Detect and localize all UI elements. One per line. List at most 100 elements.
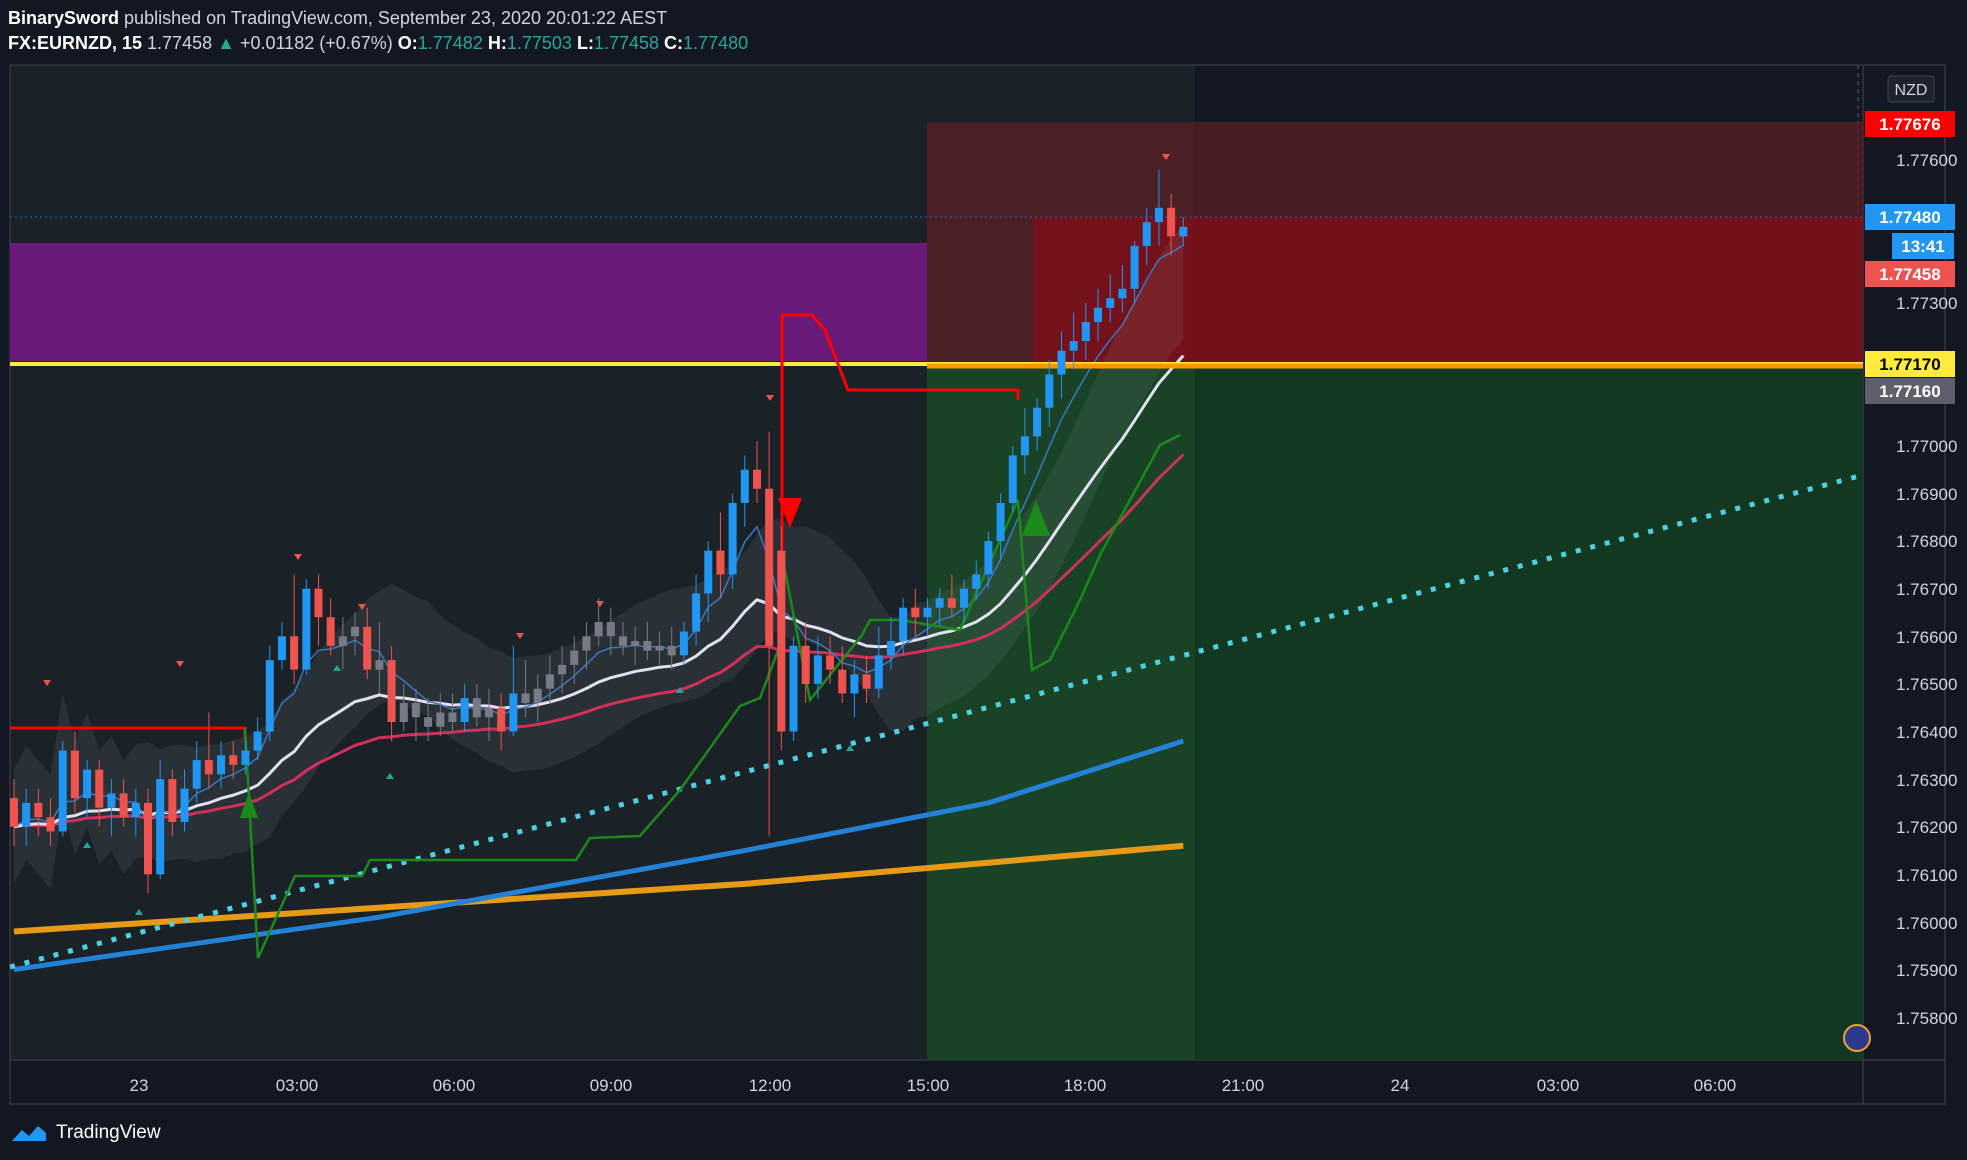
sell-dot-marker bbox=[1162, 154, 1170, 160]
candle bbox=[911, 607, 920, 618]
supply-zone bbox=[10, 243, 927, 361]
tradingview-brand[interactable]: TradingView bbox=[56, 1122, 161, 1143]
candle bbox=[83, 769, 92, 799]
price-label-text: 1.77160 bbox=[1879, 382, 1940, 401]
buy-dot-marker bbox=[83, 842, 91, 848]
sell-dot-marker bbox=[294, 554, 302, 560]
time-tick-label: 06:00 bbox=[433, 1076, 476, 1095]
candle bbox=[399, 702, 408, 722]
price-tick-label: 1.76000 bbox=[1896, 914, 1957, 933]
candle bbox=[204, 760, 213, 775]
price-label-box bbox=[1865, 351, 1955, 377]
price-label-box bbox=[1865, 204, 1955, 230]
candle bbox=[655, 645, 664, 651]
open-label: O: bbox=[397, 33, 418, 53]
symbol-label[interactable]: FX:EURNZD, 15 bbox=[8, 33, 143, 53]
candle bbox=[314, 588, 323, 618]
candle bbox=[460, 698, 469, 722]
candle bbox=[497, 707, 506, 732]
candle bbox=[363, 626, 372, 670]
candle bbox=[192, 760, 201, 789]
price-tick-label: 1.76500 bbox=[1896, 675, 1957, 694]
candle bbox=[838, 669, 847, 694]
time-tick-label: 03:00 bbox=[1537, 1076, 1580, 1095]
price-tick-label: 1.76600 bbox=[1896, 628, 1957, 647]
sell-dot-marker bbox=[596, 601, 604, 607]
candle bbox=[375, 660, 384, 670]
candle bbox=[107, 793, 116, 808]
candle bbox=[862, 674, 871, 689]
candle bbox=[411, 702, 420, 718]
open-value: 1.77482 bbox=[417, 33, 483, 53]
price-tick-label: 1.77300 bbox=[1896, 294, 1957, 313]
candle bbox=[290, 636, 299, 670]
candle bbox=[1057, 350, 1066, 375]
candle bbox=[1118, 288, 1127, 299]
candle bbox=[119, 793, 128, 818]
time-tick-label: 21:00 bbox=[1222, 1076, 1265, 1095]
candle bbox=[70, 750, 79, 799]
price-tick-label: 1.76900 bbox=[1896, 485, 1957, 504]
sell-dot-marker bbox=[176, 661, 184, 667]
sell-signal-marker bbox=[778, 498, 802, 528]
candle bbox=[886, 641, 895, 656]
candle bbox=[424, 717, 433, 727]
author-name[interactable]: BinarySword bbox=[8, 8, 120, 28]
price-tick-label: 1.76300 bbox=[1896, 771, 1957, 790]
publish-info: published on TradingView.com, September … bbox=[124, 8, 668, 28]
candle bbox=[1069, 341, 1078, 351]
candle bbox=[436, 712, 445, 727]
candle bbox=[302, 588, 311, 670]
candle bbox=[180, 788, 189, 822]
candle bbox=[533, 688, 542, 703]
candle bbox=[241, 750, 250, 765]
buy-dot-marker bbox=[676, 687, 684, 693]
currency-label: NZD bbox=[1895, 82, 1928, 99]
candle bbox=[1008, 455, 1017, 503]
candle bbox=[10, 798, 18, 827]
candle bbox=[716, 550, 725, 575]
publish-line: BinarySword published on TradingView.com… bbox=[8, 8, 667, 29]
price-change: +0.01182 (+0.67%) bbox=[239, 33, 393, 53]
ema-orange-line bbox=[13, 842, 1184, 935]
price-label-text: 13:41 bbox=[1901, 237, 1944, 256]
candle bbox=[947, 598, 956, 608]
candle bbox=[582, 636, 591, 651]
candle bbox=[826, 655, 835, 670]
candle bbox=[1106, 298, 1115, 308]
chart-header: BinarySword published on TradingView.com… bbox=[8, 6, 1958, 58]
candle bbox=[960, 588, 969, 608]
candle bbox=[509, 693, 518, 732]
price-label-text: 1.77480 bbox=[1879, 208, 1940, 227]
candle bbox=[277, 636, 286, 661]
price-label-text: 1.77458 bbox=[1879, 265, 1940, 284]
candle bbox=[984, 541, 993, 575]
time-tick-label: 24 bbox=[1391, 1076, 1410, 1095]
price-tick-label: 1.77000 bbox=[1896, 437, 1957, 456]
candle bbox=[217, 755, 226, 775]
low-value: 1.77458 bbox=[593, 33, 660, 53]
bollinger-band bbox=[14, 224, 1184, 889]
candle bbox=[1094, 307, 1103, 323]
candle bbox=[1179, 226, 1188, 237]
tradingview-logo-icon[interactable] bbox=[8, 1121, 50, 1145]
candle bbox=[850, 674, 859, 694]
time-tick-label: 12:00 bbox=[749, 1076, 792, 1095]
candle bbox=[387, 660, 396, 722]
candle bbox=[545, 674, 554, 689]
candle bbox=[1020, 436, 1029, 456]
up-arrow-icon: ▲ bbox=[217, 33, 235, 53]
ohlc-line: FX:EURNZD, 15 1.77458 ▲ +0.01182 (+0.67%… bbox=[8, 33, 748, 54]
buy-signal-marker bbox=[1022, 500, 1050, 536]
candle bbox=[34, 802, 43, 818]
avatar-icon bbox=[1843, 1024, 1871, 1052]
candle bbox=[95, 769, 104, 808]
candle bbox=[594, 622, 603, 637]
close-value: 1.77480 bbox=[683, 33, 749, 53]
candle bbox=[1154, 207, 1163, 223]
candle bbox=[777, 550, 786, 732]
high-label: H: bbox=[487, 33, 507, 53]
time-tick-label: 23 bbox=[130, 1076, 149, 1095]
candle bbox=[692, 593, 701, 632]
